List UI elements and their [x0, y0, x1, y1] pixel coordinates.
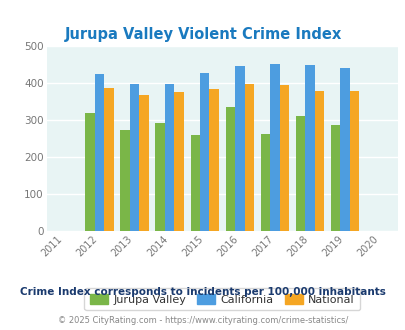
Bar: [94, 74, 104, 231]
Bar: [305, 65, 314, 231]
Bar: [330, 124, 340, 231]
Bar: [209, 89, 218, 231]
Text: Jurupa Valley Violent Crime Index: Jurupa Valley Violent Crime Index: [64, 27, 341, 42]
Bar: [295, 116, 305, 231]
Bar: [349, 90, 358, 231]
Bar: [190, 135, 200, 231]
Bar: [174, 92, 183, 231]
Bar: [279, 85, 288, 231]
Bar: [260, 134, 270, 231]
Text: © 2025 CityRating.com - https://www.cityrating.com/crime-statistics/: © 2025 CityRating.com - https://www.city…: [58, 316, 347, 325]
Bar: [104, 87, 113, 231]
Bar: [270, 64, 279, 231]
Bar: [85, 114, 94, 231]
Text: Crime Index corresponds to incidents per 100,000 inhabitants: Crime Index corresponds to incidents per…: [20, 287, 385, 297]
Bar: [234, 66, 244, 231]
Bar: [164, 84, 174, 231]
Bar: [200, 73, 209, 231]
Bar: [130, 84, 139, 231]
Bar: [120, 130, 130, 231]
Bar: [225, 107, 234, 231]
Bar: [155, 123, 164, 231]
Bar: [314, 90, 324, 231]
Bar: [244, 84, 254, 231]
Legend: Jurupa Valley, California, National: Jurupa Valley, California, National: [84, 288, 359, 310]
Bar: [139, 95, 148, 231]
Bar: [340, 68, 349, 231]
